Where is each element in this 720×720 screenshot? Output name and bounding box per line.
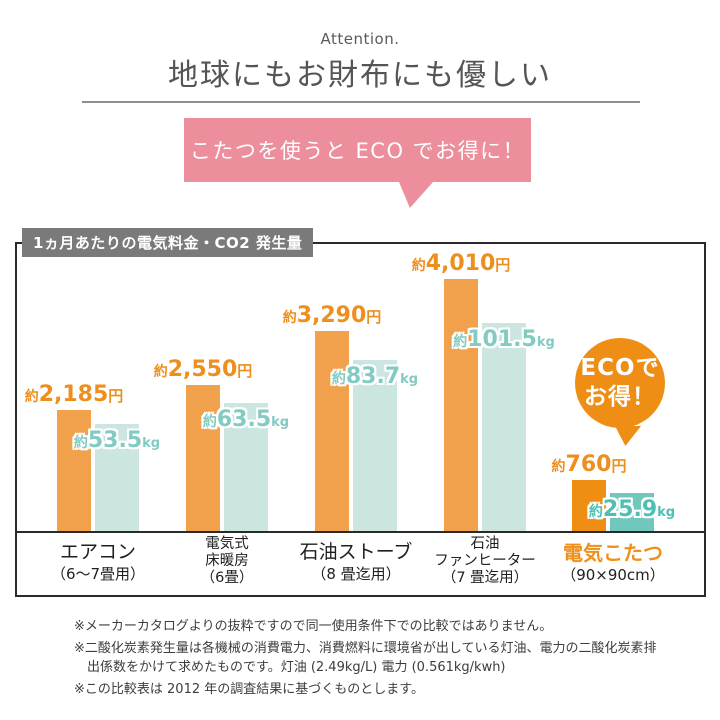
value-label-num: 25.9 <box>602 497 658 522</box>
category-label-line: 床暖房 <box>205 553 249 570</box>
cost-bar <box>186 385 220 531</box>
value-label-pre: 約 <box>588 504 603 520</box>
category-axis: エアコン （6〜7畳用） 電気式 床暖房 （6畳） 石油ストーブ （8 畳迄用） 石油 ファンヒ… <box>17 531 704 593</box>
category-label-line: 電気式 <box>205 536 249 552</box>
page-title: 地球にもお財布にも優しい <box>168 58 552 93</box>
eco-badge-tail <box>615 426 641 446</box>
cost-value-label: 約3,290円 <box>275 303 389 331</box>
co2-value-label: 約53.5kg <box>60 428 174 457</box>
footnotes: ※メーカーカタログよりの抜粋ですので同一使用条件下での比較ではありません。 ※二… <box>74 618 668 702</box>
category-label-line: （6〜7畳用） <box>50 564 146 583</box>
category-label-line: 石油 <box>470 536 500 552</box>
speech-bubble-tail <box>399 182 433 208</box>
attention-label: Attention. <box>320 30 400 48</box>
value-label-num: 2,550 <box>167 357 238 382</box>
title-divider <box>82 101 640 103</box>
value-label-unit: 円 <box>495 256 511 274</box>
value-label-num: 63.5 <box>216 407 272 432</box>
chart-title-chip: 1ヵ月あたりの電気料金・CO2 発生量 <box>22 228 314 257</box>
co2-bar <box>482 323 526 531</box>
value-label-num: 53.5 <box>87 428 143 453</box>
value-label-num: 2,185 <box>38 382 109 407</box>
category-label: 石油ストーブ （8 畳迄用） <box>281 541 431 584</box>
category-label-line: （7 畳迄用） <box>441 570 529 587</box>
value-label-pre: 約 <box>153 364 168 380</box>
value-label-unit: 円 <box>237 362 253 380</box>
value-label-pre: 約 <box>551 459 566 475</box>
cost-bar <box>572 480 606 531</box>
value-label-pre: 約 <box>331 371 346 387</box>
eco-badge: ECOで お得！ <box>575 338 665 428</box>
eco-badge-line1: ECOで <box>580 355 660 382</box>
value-label-num: 101.5 <box>467 327 537 352</box>
category-label-line: 電気こたつ <box>563 541 663 565</box>
cost-bar <box>57 410 91 531</box>
value-label-pre: 約 <box>73 435 88 451</box>
category-label-line: （6畳） <box>200 570 254 587</box>
value-label-unit: kg <box>657 505 676 520</box>
category-label-line: エアコン <box>59 541 136 563</box>
eco-badge-line2: お得！ <box>584 384 656 410</box>
value-label-unit: kg <box>142 436 161 451</box>
co2-bar <box>95 424 139 531</box>
category-label: 電気こたつ （90×90cm） <box>538 541 688 586</box>
value-label-num: 83.7 <box>345 364 401 389</box>
co2-value-label: 約83.7kg <box>318 364 432 393</box>
value-label-unit: 円 <box>108 387 124 405</box>
value-label-pre: 約 <box>282 310 297 326</box>
co2-value-label: 約25.9kg <box>575 497 689 526</box>
footnote: ※二酸化炭素発生量は各機械の消費電力、消費燃料に環境省が出している灯油、電力の二… <box>74 640 657 675</box>
cost-value-label: 約2,185円 <box>17 382 131 410</box>
value-label-unit: 円 <box>611 457 627 475</box>
cost-bar <box>315 331 349 531</box>
value-label-pre: 約 <box>453 334 468 350</box>
cost-value-label: 約2,550円 <box>146 357 260 385</box>
value-label-num: 760 <box>565 452 612 477</box>
cost-value-label: 約760円 <box>532 452 646 480</box>
cost-bar <box>444 279 478 531</box>
footnote: ※この比較表は 2012 年の調査結果に基づくものとします。 <box>74 681 424 697</box>
co2-bar <box>610 493 654 531</box>
value-label-pre: 約 <box>202 414 217 430</box>
category-label: 石油 ファンヒーター （7 畳迄用） <box>410 536 560 587</box>
value-label-unit: kg <box>400 372 419 387</box>
category-label: エアコン （6〜7畳用） <box>23 541 173 584</box>
value-label-unit: kg <box>536 335 555 350</box>
category-label-line: （8 畳迄用） <box>311 564 401 583</box>
co2-bar <box>353 360 397 531</box>
co2-value-label: 約63.5kg <box>189 407 303 436</box>
category-label-line: （90×90cm） <box>561 566 665 584</box>
co2-bar <box>224 403 268 531</box>
chart-panel: 約2,185円 約53.5kg 約2,550円 約63.5kg 約3,290円 約83.7… <box>15 242 706 597</box>
co2-value-label: 約101.5kg <box>447 327 561 356</box>
value-label-unit: kg <box>271 415 290 430</box>
category-label-line: ファンヒーター <box>434 553 536 570</box>
value-label-pre: 約 <box>24 389 39 405</box>
category-label-line: 石油ストーブ <box>299 541 413 563</box>
speech-bubble: こたつを使うと ECO でお得に！ <box>184 118 531 208</box>
value-label-unit: 円 <box>366 308 382 326</box>
value-label-num: 4,010 <box>425 251 496 276</box>
cost-value-label: 約4,010円 <box>404 251 518 279</box>
footnote: ※メーカーカタログよりの抜粋ですので同一使用条件下での比較ではありません。 <box>74 619 553 634</box>
speech-bubble-text: こたつを使うと ECO でお得に！ <box>189 139 526 163</box>
value-label-pre: 約 <box>411 258 426 274</box>
value-label-num: 3,290 <box>296 303 367 328</box>
category-label: 電気式 床暖房 （6畳） <box>152 536 302 587</box>
